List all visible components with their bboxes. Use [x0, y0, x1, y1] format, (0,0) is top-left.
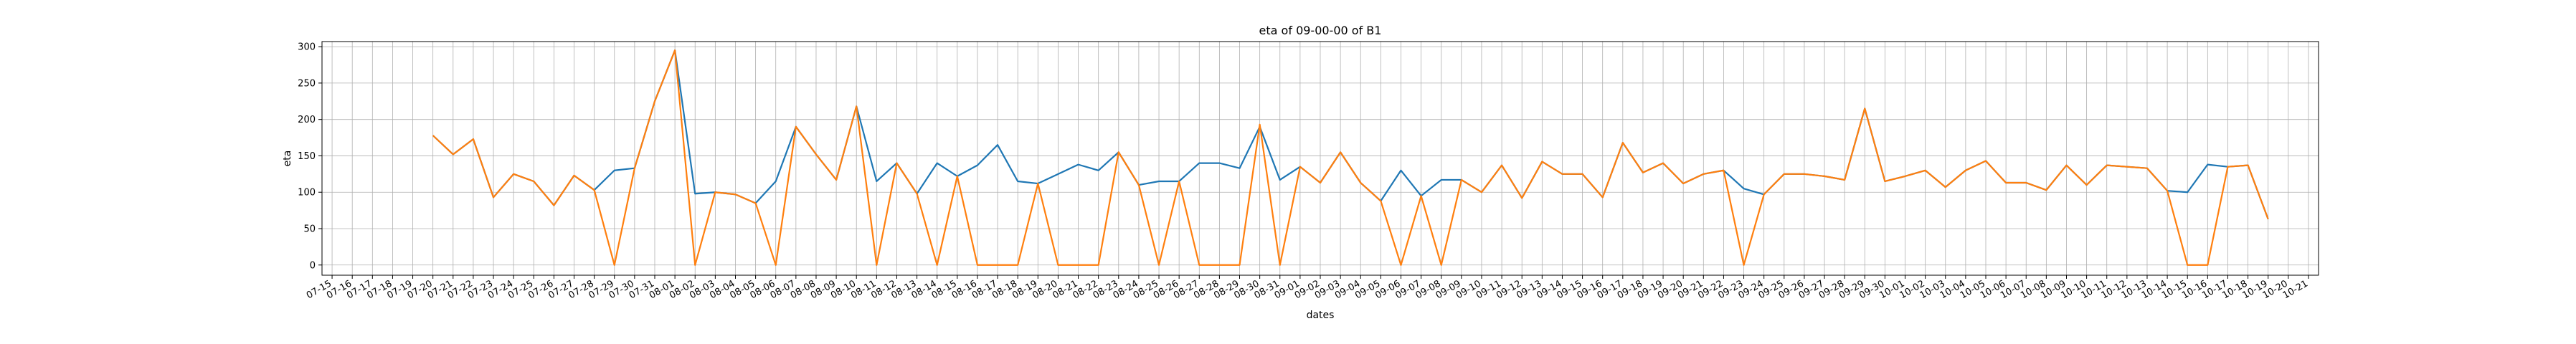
grid: [322, 42, 2319, 275]
series-line-2: [432, 49, 2269, 266]
chart-title: eta of 09-00-00 of B1: [1259, 24, 1382, 37]
y-axis-label: eta: [282, 150, 293, 167]
series-group: [432, 49, 2269, 266]
y-tick-label: 250: [298, 78, 316, 89]
y-tick-label: 300: [298, 42, 316, 53]
y-tick-label: 150: [298, 151, 316, 162]
y-axis: 0 50 100 150 200 250 300: [298, 42, 322, 271]
y-tick-label: 100: [298, 188, 316, 199]
y-tick-label: 0: [310, 260, 316, 271]
y-tick-label: 50: [303, 224, 316, 235]
y-tick-label: 200: [298, 115, 316, 125]
x-axis-label: dates: [1307, 310, 1335, 321]
